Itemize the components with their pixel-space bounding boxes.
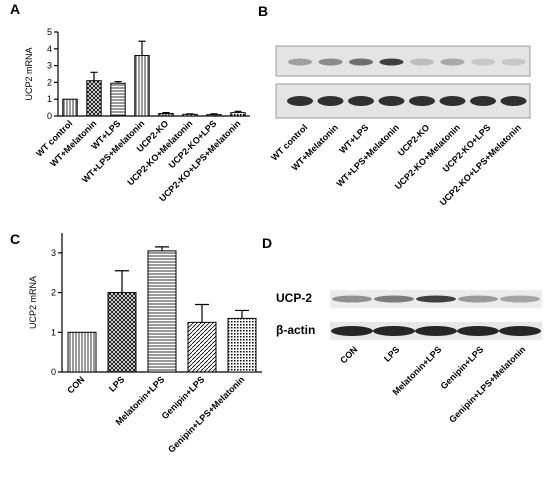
bar [110, 82, 126, 117]
bar [182, 113, 198, 117]
y-tick-label: 2 [51, 288, 56, 298]
y-tick-label: 5 [47, 27, 52, 37]
y-tick-label: 2 [47, 77, 52, 87]
y-axis-label: UCP2 mRNA [28, 276, 38, 329]
blot-strip [275, 45, 531, 77]
bar [62, 98, 78, 117]
band [288, 58, 312, 66]
x-tick-label: LPS [107, 374, 126, 393]
error-bar [138, 40, 146, 56]
bar [134, 55, 150, 117]
band [332, 295, 372, 303]
band [471, 58, 495, 66]
bar [86, 80, 102, 117]
error-bar [162, 112, 170, 114]
band [379, 58, 404, 66]
band [349, 58, 373, 66]
band [331, 326, 373, 336]
y-axis-label: UCP2 mRNA [24, 47, 34, 100]
bar [230, 112, 246, 117]
band [410, 58, 434, 66]
band [440, 58, 465, 66]
band [378, 96, 405, 106]
panel-label: B [258, 3, 268, 19]
error-bar [235, 309, 249, 319]
y-tick-label: 0 [47, 111, 52, 121]
panel-label: A [10, 1, 20, 17]
y-tick-label: 3 [51, 248, 56, 258]
band [409, 96, 435, 106]
bar [147, 250, 177, 373]
error-bar [234, 110, 242, 113]
band [373, 326, 415, 336]
bar [107, 292, 137, 373]
band [501, 58, 526, 66]
band [415, 326, 457, 336]
error-bar [155, 246, 169, 251]
error-bar [210, 113, 218, 115]
band [470, 96, 496, 106]
bar [158, 112, 174, 117]
band [317, 96, 344, 106]
y-tick-label: 1 [51, 327, 56, 337]
y-tick-label: 4 [47, 44, 52, 54]
band [457, 326, 499, 336]
bar [206, 114, 222, 117]
lane-label: Genipin+LPS [439, 344, 486, 391]
panel-label: C [10, 231, 20, 247]
lane-label: WT+LPS+Melatonin [334, 122, 400, 188]
error-bar [114, 80, 122, 84]
y-tick-label: 1 [47, 94, 52, 104]
x-tick-label: Genipin+LPS+Melatonin [166, 374, 246, 454]
band [500, 96, 527, 106]
band [416, 295, 456, 303]
bar [227, 317, 257, 373]
lane-label: CON [338, 344, 359, 365]
lane-label: LPS [382, 344, 401, 363]
y-tick-label: 0 [51, 367, 56, 377]
error-bar [90, 71, 98, 81]
error-bar [115, 270, 129, 293]
band [439, 96, 466, 106]
band [348, 96, 374, 106]
error-bar [186, 113, 194, 115]
band [374, 295, 414, 303]
band [499, 326, 541, 336]
row-label: UCP-2 [276, 291, 312, 305]
row-label: β-actin [276, 323, 315, 337]
band [318, 58, 343, 66]
x-tick-label: CON [65, 374, 86, 395]
bar [67, 331, 97, 373]
band [287, 96, 313, 106]
y-tick-label: 3 [47, 61, 52, 71]
bar [187, 321, 217, 373]
panel-label: D [262, 235, 272, 251]
band [500, 295, 540, 303]
band [458, 295, 498, 303]
lane-label: Genipin+LPS+Melatonin [447, 344, 527, 424]
error-bar [195, 303, 209, 323]
